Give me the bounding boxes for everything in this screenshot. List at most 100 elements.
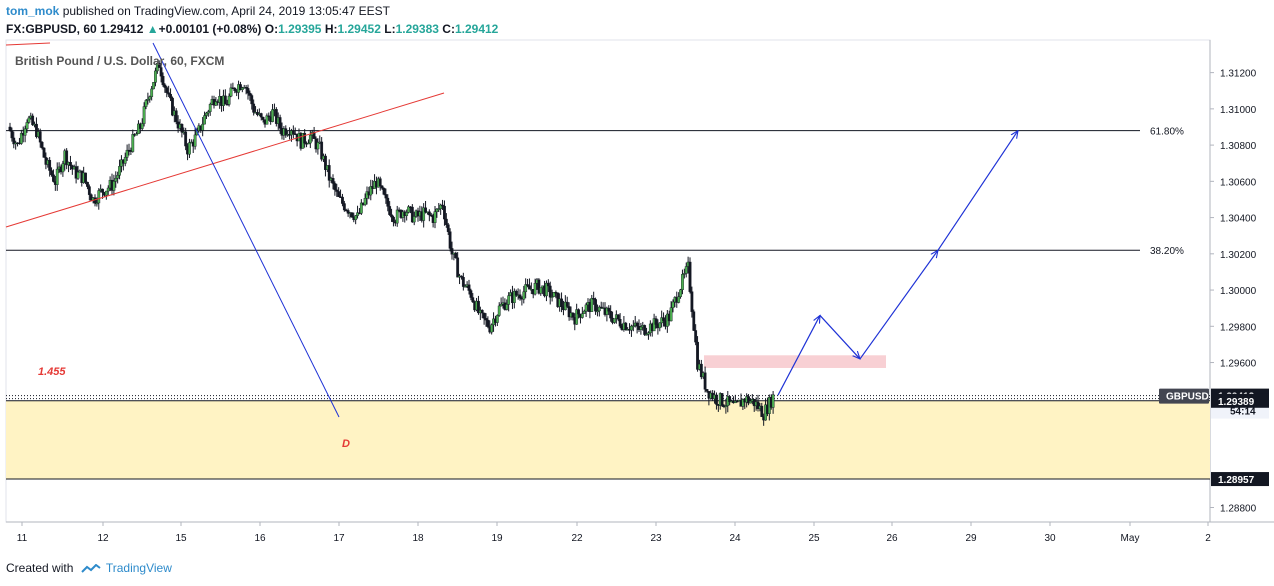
candle-body: [482, 312, 486, 319]
candle-body: [101, 188, 104, 193]
candle-body: [528, 285, 531, 290]
candle-body: [144, 100, 148, 107]
candle-body: [688, 261, 692, 292]
candle-body: [354, 215, 358, 221]
y-tick-label: 1.30000: [1220, 286, 1257, 297]
projection-arrow[interactable]: [777, 315, 820, 396]
author-name[interactable]: tom_mok: [6, 4, 60, 18]
candle-body: [507, 295, 511, 305]
candle-body: [148, 96, 152, 100]
candle-body: [188, 142, 191, 155]
candle-body: [684, 266, 688, 274]
candle-body: [95, 202, 99, 205]
candle-body: [490, 324, 494, 333]
candle-body: [635, 322, 639, 327]
candle-body: [180, 124, 184, 133]
level-price-tag: [1211, 393, 1269, 408]
candle-body: [223, 95, 227, 105]
candle-body: [104, 190, 108, 196]
y-tick-label: 1.30200: [1220, 250, 1257, 261]
candle-body: [233, 87, 237, 92]
symbol-badge: [1159, 388, 1209, 404]
wave-line-blue[interactable]: [152, 42, 340, 418]
candle-body: [25, 122, 29, 130]
y-tick-label: 1.31000: [1220, 105, 1257, 116]
candle-body: [499, 304, 503, 307]
candle-body: [694, 330, 698, 343]
candle-body: [142, 106, 146, 124]
x-tick-label: 11: [17, 533, 28, 544]
candle-body: [350, 212, 354, 218]
tradingview-brand-link[interactable]: TradingView: [105, 561, 172, 575]
candle-body: [456, 257, 460, 278]
low-value: 1.29383: [395, 22, 439, 36]
candle-body: [165, 87, 169, 93]
candle-body: [346, 210, 350, 214]
candle-body: [52, 174, 55, 182]
candle-body: [333, 183, 337, 191]
demand-zone: [6, 400, 1210, 480]
candle-body: [308, 134, 312, 144]
candle-body: [86, 181, 89, 187]
candle-body: [679, 289, 682, 297]
candle-body: [246, 88, 250, 94]
candle-body: [84, 172, 87, 183]
candle-body: [441, 204, 444, 207]
candle-body: [552, 292, 556, 297]
chart-title: British Pound / U.S. Dollar, 60, FXCM: [15, 54, 224, 68]
projection-arrow[interactable]: [819, 315, 860, 358]
projection-arrow[interactable]: [937, 131, 1018, 251]
candle-body: [582, 310, 586, 314]
footer: Created with TradingView: [6, 561, 172, 575]
projection-arrow[interactable]: [859, 250, 938, 360]
candle-body: [424, 207, 427, 213]
x-tick-label: May: [1121, 533, 1140, 544]
candle-body: [227, 95, 231, 105]
candle-body: [250, 95, 254, 105]
trend-line-red[interactable]: [5, 92, 445, 228]
candle-body: [669, 307, 673, 322]
candle-body: [590, 298, 594, 312]
candle-body: [427, 211, 431, 216]
candle-body: [225, 104, 229, 106]
candle-body: [505, 304, 509, 310]
change-value: +0.00101 (+0.08%): [158, 22, 262, 36]
candle-body: [454, 252, 458, 259]
candle-body: [609, 311, 613, 319]
candle-body: [613, 318, 616, 323]
x-tick-label: 19: [491, 533, 503, 544]
candle-body: [690, 291, 694, 312]
candle-body: [435, 208, 439, 212]
fib-level-label: 38.20%: [1150, 246, 1184, 257]
candle-body: [378, 178, 382, 187]
up-triangle-icon: ▲: [146, 22, 159, 36]
candle-body: [97, 190, 101, 204]
candle-body: [405, 212, 409, 216]
candle-body: [446, 224, 450, 232]
candle-body: [654, 318, 658, 325]
created-with-text: Created with: [6, 561, 74, 575]
x-tick-label: 16: [254, 533, 266, 544]
candle-body: [386, 197, 390, 207]
candle-body: [631, 325, 635, 327]
candle-body: [439, 204, 443, 210]
candle-body: [681, 274, 684, 290]
candle-body: [592, 298, 596, 300]
x-tick-label: 23: [650, 533, 662, 544]
x-tick-label: 17: [333, 533, 345, 544]
candle-body: [10, 130, 14, 139]
candle-body: [756, 401, 760, 409]
candle-body: [159, 67, 163, 77]
trend-line-red-top[interactable]: [5, 42, 51, 46]
candle-body: [271, 109, 274, 122]
candle-body: [546, 282, 550, 287]
symbol-badge-text: GBPUSD: [1166, 392, 1209, 403]
candle-body: [407, 206, 410, 213]
candle-body: [567, 306, 571, 318]
y-tick-label: 1.30600: [1220, 177, 1257, 188]
candle-body: [265, 115, 269, 125]
candle-body: [533, 283, 537, 295]
close-label: C:: [442, 22, 455, 36]
candle-body: [486, 319, 490, 327]
